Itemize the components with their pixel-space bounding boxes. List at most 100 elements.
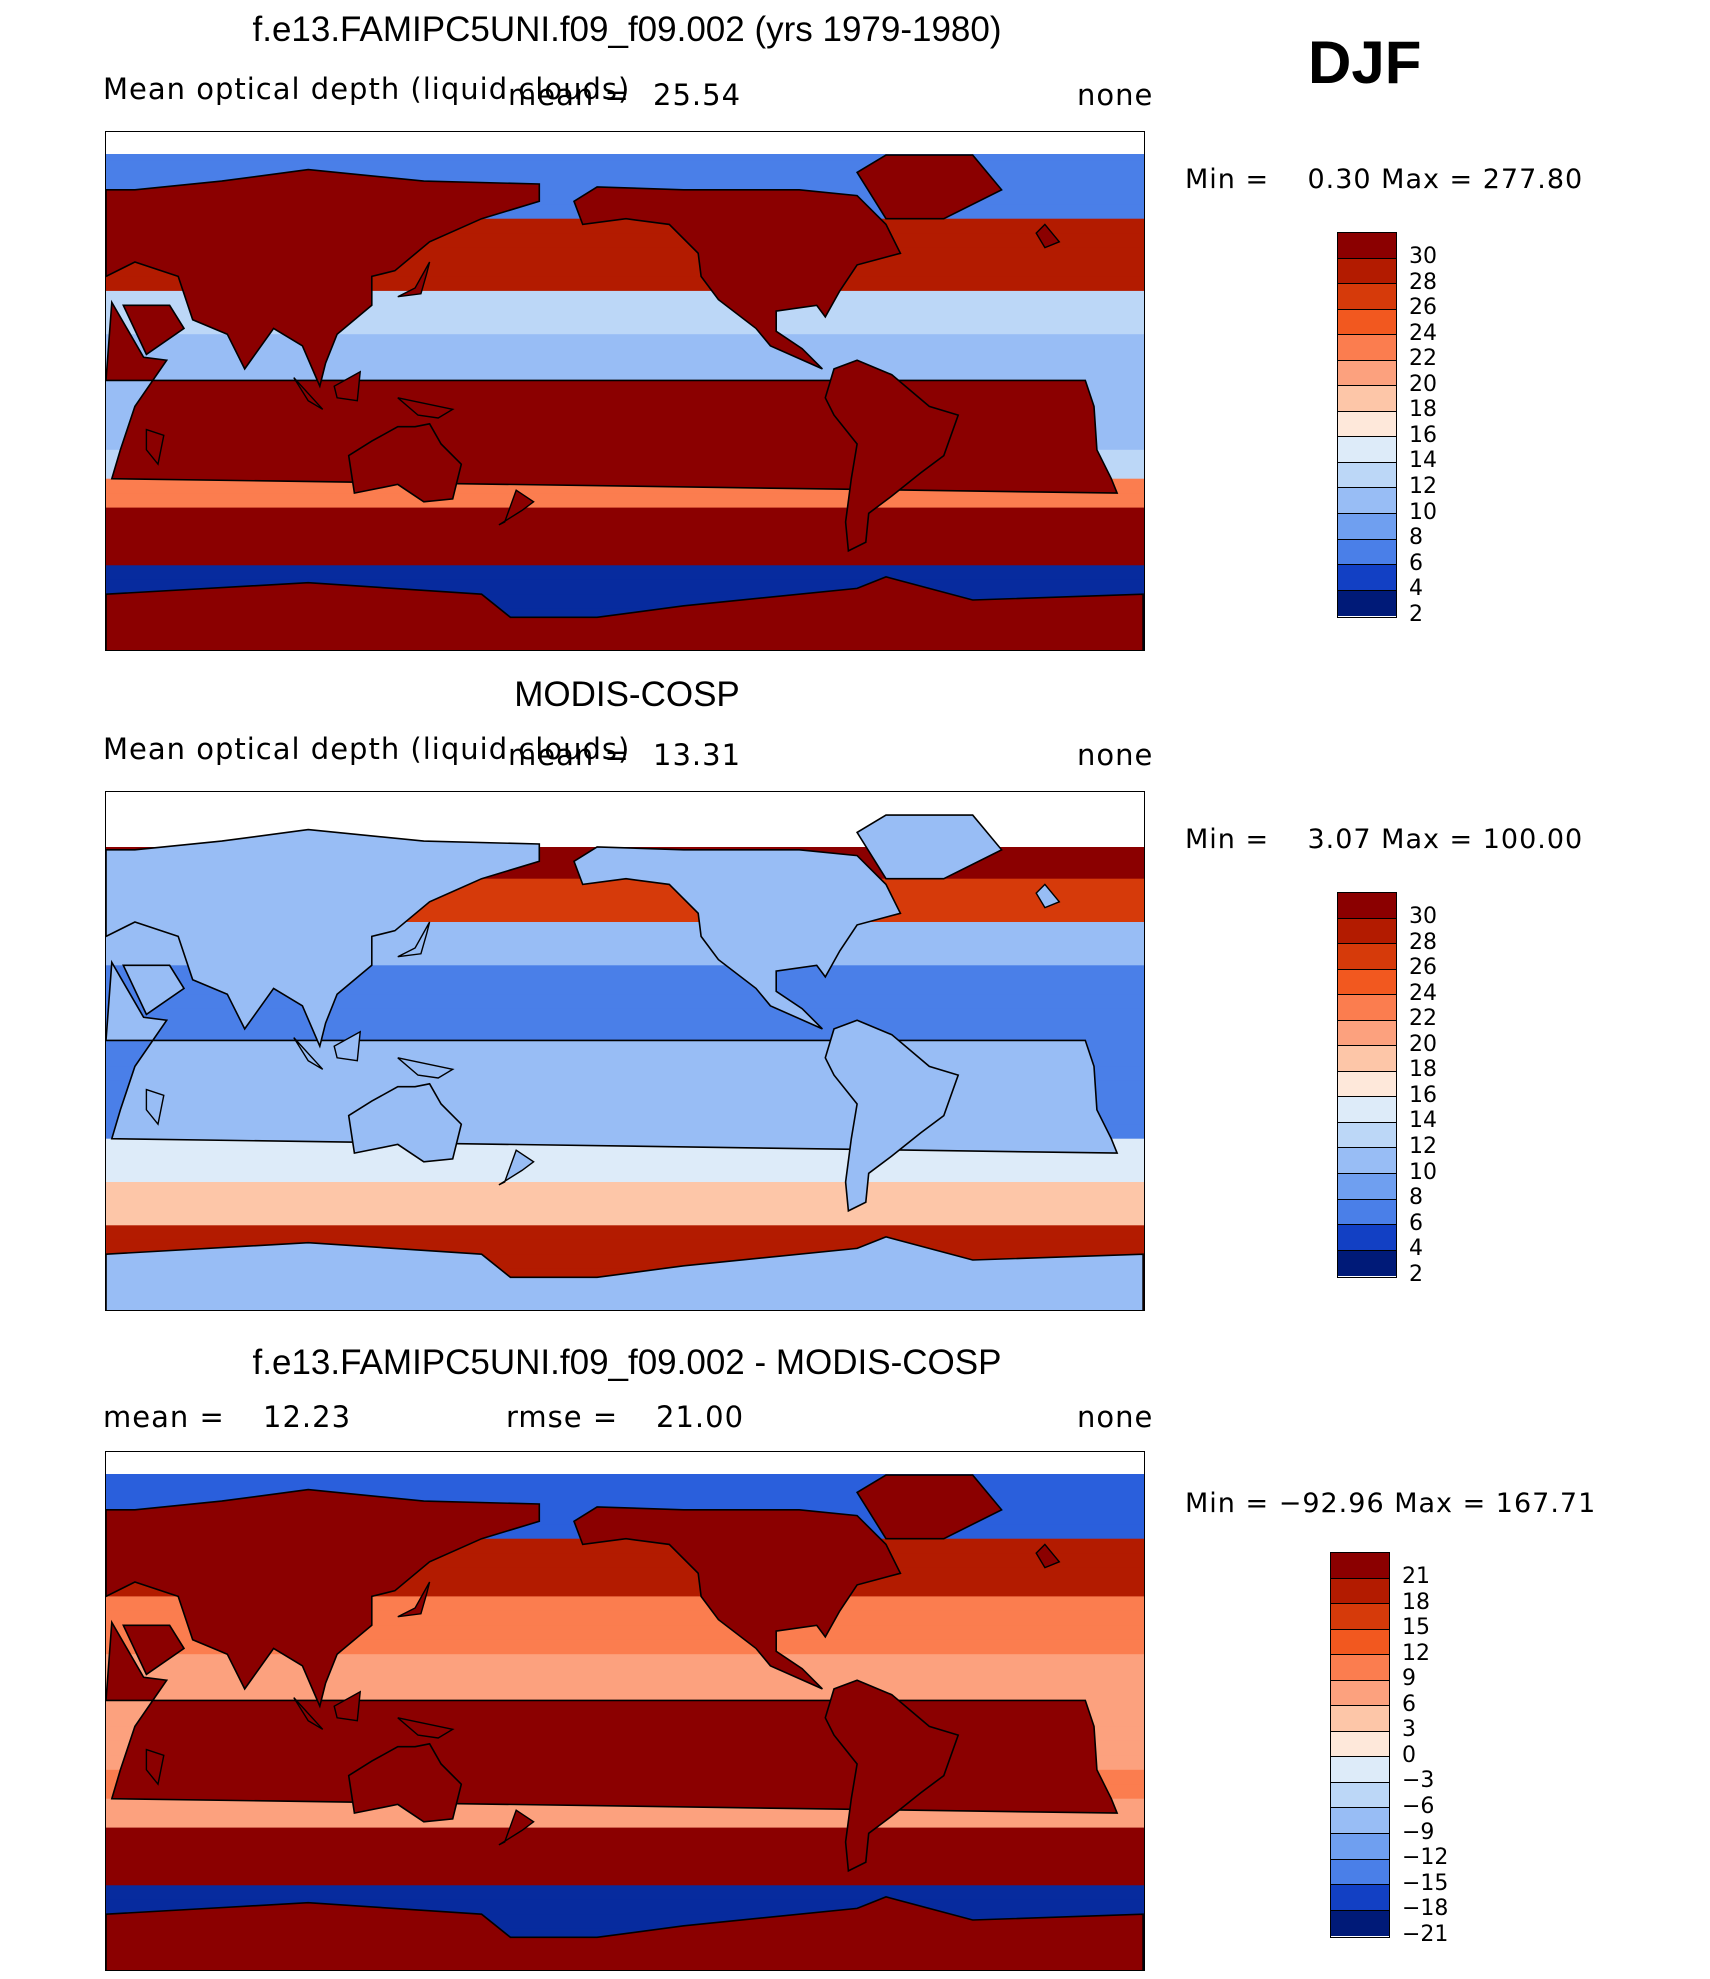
colorbar-swatch [1338, 1122, 1396, 1149]
colorbar-tick-label: 20 [1409, 371, 1437, 397]
colorbar-swatch [1338, 893, 1396, 919]
colorbar-swatch [1338, 335, 1396, 361]
latitude-band [106, 1023, 1144, 1039]
continent-outline [106, 168, 541, 389]
island-outline [145, 428, 165, 466]
colorbar-tick-label: 15 [1402, 1615, 1430, 1641]
latitude-band [106, 1813, 1144, 1829]
colorbar-swatch [1338, 488, 1396, 515]
latitude-band [106, 1196, 1144, 1212]
colorbar-swatch [1331, 1834, 1389, 1860]
panel-3-rmse-value: 21.00 [656, 1400, 745, 1434]
latitude-band [106, 550, 1144, 566]
panel-3-rmse-label: rmse = [506, 1400, 619, 1434]
continent-outline [106, 576, 1144, 650]
latitude-band [106, 334, 1144, 350]
continent-outline [855, 814, 1003, 880]
colorbar-swatch [1338, 411, 1396, 438]
colorbar-tick-label: 24 [1409, 320, 1437, 346]
colorbar-swatch [1338, 360, 1396, 387]
latitude-band [106, 363, 1144, 379]
latitude-band [106, 319, 1144, 335]
continent-outline [106, 1896, 1144, 1970]
colorbar-tick-label: 18 [1409, 397, 1437, 423]
panel-1-mean-label: mean = [508, 78, 630, 112]
panel-3-minmax: Min = −92.96 Max = 167.71 [1185, 1488, 1597, 1519]
panel-1-mean-value: 25.54 [653, 78, 742, 112]
colorbar-tick-label: 22 [1409, 1006, 1437, 1032]
latitude-band [106, 1856, 1144, 1872]
colorbar-tick-label: 6 [1409, 550, 1423, 576]
colorbar-swatch [1338, 1250, 1396, 1277]
colorbar-tick-label: 28 [1409, 929, 1437, 955]
colorbar-swatch [1338, 386, 1396, 412]
colorbar-swatch [1331, 1731, 1389, 1758]
colorbar-swatch [1331, 1706, 1389, 1732]
missing-data-region [106, 1452, 1144, 1474]
colorbar-swatch [1338, 1046, 1396, 1072]
continent-outline [855, 1474, 1003, 1540]
colorbar-swatch [1338, 462, 1396, 489]
latitude-band [106, 1842, 1144, 1857]
continent-outline [106, 1488, 541, 1709]
latitude-band [106, 1639, 1144, 1655]
island-outline [397, 1057, 455, 1079]
panel-2-variable: Mean optical depth (liquid clouds) [103, 732, 631, 766]
season-label: DJF [1308, 29, 1422, 96]
colorbar-tick-label: 30 [1409, 904, 1437, 929]
colorbar-swatch [1331, 1578, 1389, 1605]
colorbar-tick-label: 4 [1409, 1236, 1423, 1262]
colorbar-swatch [1338, 565, 1396, 591]
latitude-band [106, 1885, 1144, 1901]
colorbar-tick-label: 6 [1402, 1691, 1416, 1717]
panel-3-colorbar [1330, 1552, 1390, 1939]
latitude-band [106, 1668, 1144, 1684]
panel-3-mean-label: mean = [103, 1400, 225, 1434]
colorbar-swatch [1338, 1020, 1396, 1047]
colorbar-tick-label: 10 [1409, 499, 1437, 525]
colorbar-swatch [1338, 1071, 1396, 1098]
colorbar-swatch [1338, 233, 1396, 259]
colorbar-swatch [1331, 1757, 1389, 1783]
colorbar-tick-label: 20 [1409, 1031, 1437, 1057]
colorbar-tick-label: −12 [1402, 1845, 1449, 1871]
continent-outline [573, 846, 902, 1030]
colorbar-tick-label: 4 [1409, 576, 1423, 602]
panel-3-map [105, 1451, 1145, 1971]
continent-outline [106, 828, 541, 1049]
colorbar-swatch [1338, 258, 1396, 285]
colorbar-swatch [1331, 1859, 1389, 1886]
colorbar-tick-label: 14 [1409, 448, 1437, 474]
colorbar-tick-label: 16 [1409, 422, 1437, 448]
colorbar-tick-label: −9 [1402, 1819, 1435, 1845]
continent-outline [824, 1019, 960, 1213]
continent-outline [855, 154, 1003, 220]
colorbar-tick-label: 24 [1409, 980, 1437, 1006]
latitude-band [106, 1683, 1144, 1699]
colorbar-swatch [1331, 1885, 1389, 1911]
colorbar-tick-label: 2 [1409, 1261, 1423, 1287]
latitude-band [106, 994, 1144, 1010]
colorbar-swatch [1338, 514, 1396, 540]
panel-1-map [105, 131, 1145, 651]
colorbar-tick-label: 30 [1409, 244, 1437, 269]
latitude-band [106, 1827, 1144, 1843]
colorbar-tick-label: −18 [1402, 1896, 1449, 1922]
latitude-band [106, 1210, 1144, 1226]
colorbar-swatch [1331, 1553, 1389, 1579]
continent-outline [824, 1679, 960, 1873]
island-outline [498, 1809, 535, 1846]
colorbar-swatch [1338, 1174, 1396, 1200]
colorbar-tick-label: 22 [1409, 346, 1437, 372]
colorbar-swatch [1338, 1097, 1396, 1123]
panel-3-title: f.e13.FAMIPC5UNI.f09_f09.002 - MODIS-COS… [252, 1343, 1002, 1382]
continent-outline [122, 304, 186, 356]
continent-outline [122, 964, 186, 1016]
colorbar-swatch [1331, 1655, 1389, 1681]
colorbar-tick-label: 12 [1402, 1640, 1430, 1666]
continent-outline [824, 359, 960, 553]
latitude-band [106, 493, 1144, 509]
colorbar-swatch [1338, 437, 1396, 463]
continent-outline [106, 1236, 1144, 1310]
colorbar-swatch [1331, 1782, 1389, 1809]
